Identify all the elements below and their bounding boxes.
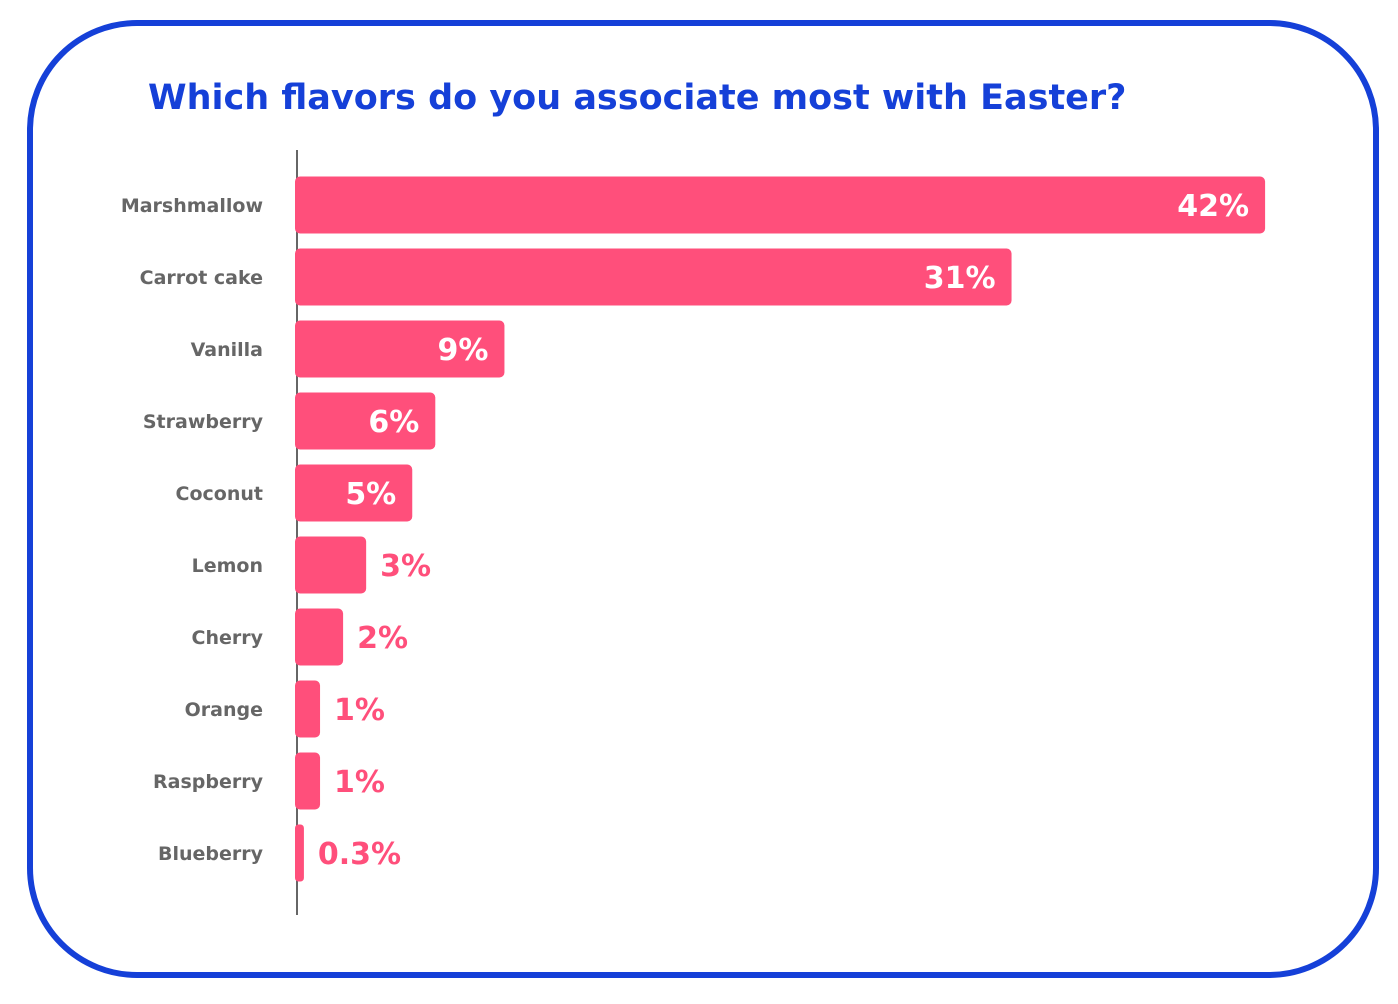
bar-lemon xyxy=(295,536,367,594)
category-label: Orange xyxy=(185,699,263,721)
category-label: Carrot cake xyxy=(140,267,263,289)
category-label: Marshmallow xyxy=(121,195,263,217)
value-label: 1% xyxy=(334,765,385,800)
bar-carrot-cake xyxy=(295,248,1012,306)
value-label: 6% xyxy=(368,405,419,440)
category-label: Coconut xyxy=(176,483,263,505)
category-label: Lemon xyxy=(192,555,263,577)
category-label: Vanilla xyxy=(191,339,263,361)
bar-raspberry xyxy=(295,752,321,810)
bar-vanilla xyxy=(295,320,505,378)
category-label: Blueberry xyxy=(158,843,264,865)
value-label: 2% xyxy=(357,621,408,656)
category-label: Raspberry xyxy=(153,771,264,793)
value-label: 42% xyxy=(1177,189,1249,224)
bar-cherry xyxy=(295,608,344,666)
bar-blueberry xyxy=(295,824,304,882)
category-label: Strawberry xyxy=(143,411,264,433)
value-label: 1% xyxy=(334,693,385,728)
value-label: 0.3% xyxy=(318,837,401,872)
category-label: Cherry xyxy=(192,627,264,649)
value-label: 9% xyxy=(438,333,489,368)
chart-title: Which flavors do you associate most with… xyxy=(148,78,1127,118)
bar-marshmallow xyxy=(295,176,1266,234)
value-label: 31% xyxy=(924,261,996,296)
bar-coconut xyxy=(295,464,413,522)
bar-strawberry xyxy=(295,392,436,450)
value-label: 5% xyxy=(345,477,396,512)
value-label: 3% xyxy=(380,549,431,584)
bar-orange xyxy=(295,680,321,738)
